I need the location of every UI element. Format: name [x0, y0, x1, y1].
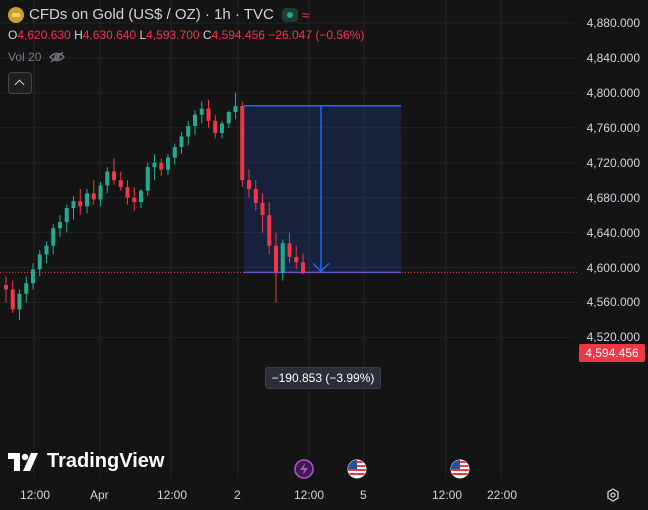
candle-body — [199, 108, 204, 115]
candle-body — [274, 245, 278, 273]
candle-body — [44, 245, 49, 255]
symbol-title[interactable]: CFDs on Gold (US$ / OZ) · 1h · TVC — [29, 6, 274, 23]
measure-box[interactable] — [244, 105, 401, 273]
volume-legend[interactable]: Vol 20 — [8, 50, 66, 64]
measure-arrowhead — [312, 262, 330, 273]
price-label: 4,880.000 — [586, 16, 640, 30]
candle-body — [51, 228, 56, 246]
us-flag-icon[interactable] — [450, 459, 470, 479]
candle-body — [105, 171, 110, 186]
candle-body — [179, 136, 184, 148]
candle-body — [98, 185, 103, 200]
ohlc-l-value: 4,593.700 — [146, 28, 200, 42]
ohlc-legend: O4,620.630 H4,630.640 L4,593.700 C4,594.… — [8, 28, 364, 42]
ohlc-l-key: L — [139, 28, 147, 42]
candle-body — [193, 114, 197, 127]
candles-group — [4, 92, 305, 320]
candle-body — [287, 243, 292, 258]
candle-body — [112, 171, 116, 181]
candle-body — [233, 105, 238, 113]
candle-body — [152, 162, 157, 168]
candle-body — [58, 222, 62, 229]
candle-body — [4, 285, 8, 290]
candle-body — [253, 188, 258, 203]
candle-body — [247, 180, 251, 189]
wave-icon: ≈ — [301, 6, 310, 23]
price-label: 4,520.000 — [586, 330, 640, 345]
candle-body — [85, 193, 89, 207]
time-label: Apr — [90, 488, 109, 502]
candle-body — [206, 108, 211, 121]
candle-body — [91, 193, 96, 200]
eye-hidden-icon[interactable] — [49, 51, 66, 63]
collapse-legend-button[interactable] — [8, 72, 32, 94]
candle-body — [186, 126, 191, 137]
candle-body — [64, 208, 69, 223]
lightning-icon[interactable] — [294, 459, 314, 479]
candle-body — [17, 293, 22, 310]
settings-icon[interactable] — [606, 488, 620, 502]
time-label: 12:00 — [157, 488, 188, 502]
ohlc-o-key: O — [8, 28, 18, 42]
candle-body — [139, 190, 143, 203]
candle-body — [267, 215, 272, 246]
symbol-header[interactable]: CFDs on Gold (US$ / OZ) · 1h · TVC ≈ — [8, 6, 309, 23]
time-label: 22:00 — [487, 488, 518, 502]
candle-body — [260, 202, 265, 216]
us-flag-icon[interactable] — [347, 459, 367, 479]
measure-label: −190.853 (−3.99%) — [265, 367, 381, 389]
ohlc-h-value: 4,630.640 — [82, 28, 137, 42]
market-status-icon[interactable] — [281, 7, 298, 22]
candle-body — [172, 147, 177, 158]
price-label: 4,800.000 — [586, 85, 640, 100]
price-label: 4,560.000 — [586, 295, 640, 310]
time-label: 5 — [360, 488, 367, 502]
tradingview-logo[interactable]: TradingView — [8, 450, 164, 473]
tradingview-logo-text: TradingView — [47, 450, 165, 472]
candle-body — [37, 254, 42, 270]
candle-body — [301, 262, 305, 273]
candle-body — [159, 162, 164, 170]
price-label: 4,600.000 — [586, 260, 640, 275]
candle-body — [220, 123, 224, 134]
price-label: 4,760.000 — [586, 120, 640, 135]
ohlc-h-key: H — [74, 28, 83, 42]
price-label: 4,720.000 — [586, 155, 640, 170]
ohlc-change: −26.047 (−0.56%) — [268, 28, 365, 42]
price-label: 4,640.000 — [586, 225, 640, 240]
current-price-tag: 4,594.456 — [579, 344, 645, 362]
price-label: 4,680.000 — [586, 190, 640, 205]
candle-body — [10, 289, 15, 310]
time-label: 12:00 — [20, 488, 51, 502]
volume-label: Vol 20 — [8, 50, 42, 64]
gold-coin-icon — [8, 6, 24, 23]
price-label: 4,840.000 — [586, 50, 640, 65]
candle-body — [71, 201, 76, 209]
candle-body — [226, 112, 231, 124]
ohlc-c-value: 4,594.456 — [211, 28, 265, 42]
candle-body — [294, 257, 299, 263]
time-label: 12:00 — [432, 488, 463, 502]
candle-body — [125, 187, 130, 198]
candle-body — [31, 269, 35, 284]
grid-lines — [0, 0, 575, 478]
candle-body — [145, 167, 150, 191]
candle-body — [24, 283, 29, 294]
candle-body — [118, 180, 123, 188]
candle-body — [280, 243, 285, 273]
ohlc-c-key: C — [202, 28, 212, 42]
candle-body — [78, 201, 83, 207]
candle-body — [166, 157, 170, 170]
time-label: 12:00 — [294, 488, 325, 502]
candle-body — [132, 197, 137, 203]
tradingview-logo-icon — [8, 452, 38, 471]
candle-body — [213, 120, 218, 134]
candle-body — [240, 105, 245, 181]
time-label: 2 — [234, 488, 241, 502]
ohlc-o-value: 4,620.630 — [17, 28, 71, 42]
